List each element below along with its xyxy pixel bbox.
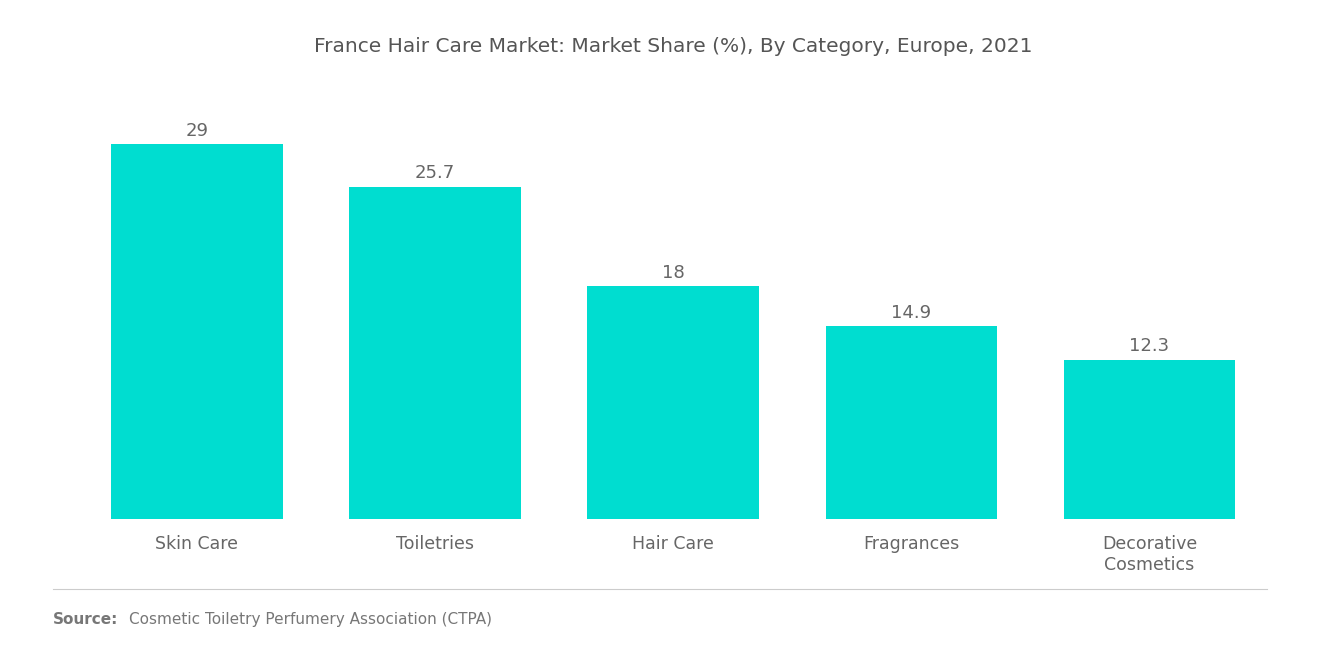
Text: Cosmetic Toiletry Perfumery Association (CTPA): Cosmetic Toiletry Perfumery Association … (129, 612, 492, 627)
Text: 25.7: 25.7 (414, 164, 455, 182)
Bar (1064, 360, 1236, 519)
Text: Source:: Source: (53, 612, 119, 627)
Title: France Hair Care Market: Market Share (%), By Category, Europe, 2021: France Hair Care Market: Market Share (%… (314, 37, 1032, 56)
Text: 12.3: 12.3 (1130, 337, 1170, 355)
Text: 18: 18 (661, 264, 685, 282)
Bar (350, 187, 521, 519)
Bar (825, 327, 997, 519)
Text: 14.9: 14.9 (891, 304, 932, 322)
Text: 29: 29 (186, 122, 209, 140)
Bar (587, 287, 759, 519)
Bar (111, 144, 282, 519)
